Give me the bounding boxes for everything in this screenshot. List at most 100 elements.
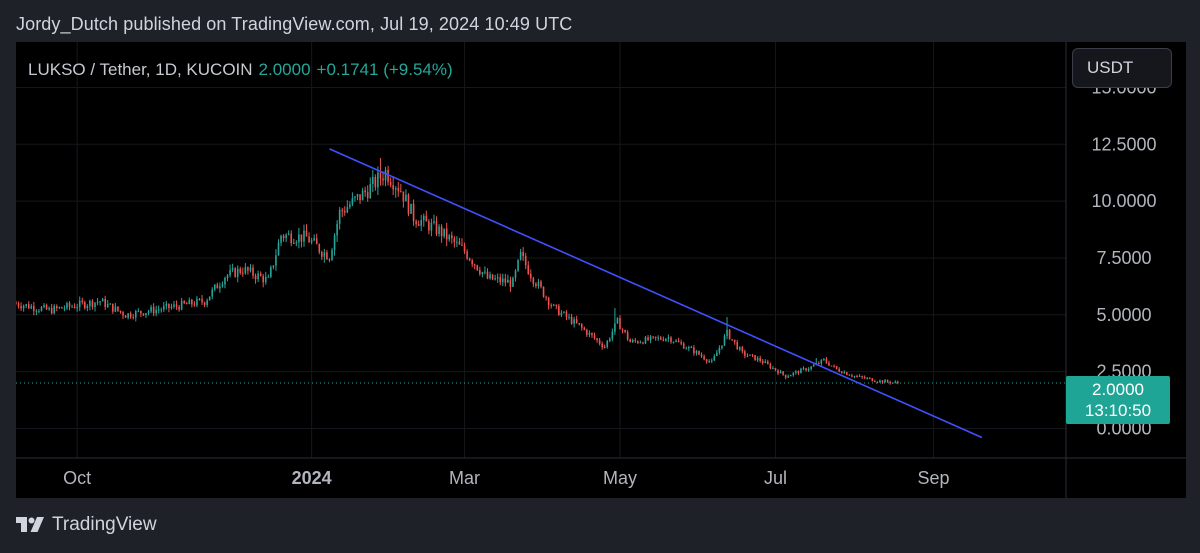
candle-body — [800, 368, 802, 374]
candle-body — [494, 278, 496, 280]
candle-body — [392, 185, 394, 190]
y-tick-label: 7.5000 — [1096, 248, 1151, 268]
candle-body — [863, 377, 866, 379]
candle-body — [16, 303, 17, 305]
currency-button[interactable]: USDT — [1072, 48, 1172, 88]
candle-body — [96, 302, 99, 304]
candle-body — [575, 319, 578, 324]
candle-body — [303, 230, 305, 242]
candle-body — [152, 307, 155, 314]
candle-body — [746, 355, 749, 357]
candle-body — [820, 359, 823, 364]
candle-body — [208, 296, 211, 301]
candle-body — [504, 278, 507, 283]
candle-body — [744, 351, 746, 356]
candle-body — [616, 317, 619, 324]
candle-body — [848, 374, 851, 376]
candle-body — [351, 197, 354, 205]
candle-body — [35, 310, 38, 312]
candle-body — [603, 346, 606, 348]
candle-body — [751, 354, 754, 356]
candle-body — [777, 370, 779, 374]
candle-body — [851, 375, 853, 377]
candle-body — [448, 235, 451, 240]
candle-body — [287, 233, 290, 235]
x-tick-label: Sep — [917, 468, 949, 488]
candle-body — [805, 368, 807, 371]
candle-body — [318, 244, 321, 253]
candle-body — [180, 300, 183, 310]
candle-body — [354, 196, 356, 198]
candle-body — [242, 272, 244, 274]
candle-body — [698, 351, 700, 355]
candle-body — [272, 265, 275, 268]
symbol-info: LUKSO / Tether, 1D, KUCOIN 2.0000 +0.1741 … — [28, 60, 453, 80]
candle-body — [522, 251, 524, 257]
candle-body — [27, 304, 30, 309]
candle-body — [275, 255, 277, 266]
candle-body — [672, 341, 675, 343]
price-tag-value: 2.0000 — [1092, 380, 1144, 399]
chart-pane[interactable]: 15.000012.500010.00007.50005.00002.50000… — [16, 42, 1186, 498]
candle-body — [700, 354, 703, 357]
candle-body — [94, 302, 96, 307]
candle-body — [463, 245, 466, 252]
candle-body — [817, 363, 820, 365]
downtrend-line — [329, 148, 983, 439]
candle-body — [104, 298, 106, 307]
candle-body — [670, 337, 672, 343]
candle-body — [797, 371, 800, 374]
candle-body — [795, 371, 797, 373]
candle-body — [481, 272, 484, 274]
candle-body — [611, 331, 614, 339]
time-axis: Oct 2024 Mar May Jul Sep — [63, 468, 949, 488]
candle-body — [473, 264, 476, 266]
candle-body — [84, 302, 86, 309]
candle-body — [718, 347, 721, 353]
candle-body — [326, 252, 328, 260]
currency-label: USDT — [1087, 58, 1134, 77]
candle-body — [835, 366, 838, 369]
candle-body — [239, 268, 242, 273]
candle-body — [802, 368, 805, 370]
candle-body — [540, 281, 542, 287]
candlestick-chart[interactable]: 15.000012.500010.00007.50005.00002.50000… — [16, 42, 1186, 498]
candle-body — [861, 375, 863, 378]
candle-body — [652, 336, 654, 338]
candle-body — [140, 310, 142, 314]
candle-body — [853, 376, 856, 378]
candle-body — [619, 317, 621, 330]
candle-body — [736, 341, 739, 350]
x-tick-label: Oct — [63, 468, 91, 488]
candle-body — [137, 310, 140, 312]
y-tick-label: 12.5000 — [1091, 134, 1156, 154]
candle-body — [257, 273, 259, 280]
candle-body — [639, 342, 642, 344]
candle-body — [270, 267, 272, 277]
y-tick-label: 10.0000 — [1091, 191, 1156, 211]
x-tick-label: 2024 — [292, 468, 332, 488]
candle-body — [160, 309, 163, 311]
candle-body — [407, 194, 410, 214]
candle-body — [496, 277, 499, 279]
candle-body — [560, 312, 563, 316]
candle-body — [512, 277, 514, 287]
candle-body — [593, 335, 596, 339]
candle-body — [397, 188, 400, 192]
candle-body — [124, 315, 127, 318]
candle-body — [547, 297, 550, 306]
candle-body — [30, 306, 33, 309]
brand-name: TradingView — [52, 514, 157, 535]
candle-body — [738, 347, 741, 350]
candle-body — [315, 238, 318, 245]
candle-body — [568, 316, 570, 318]
candle-body — [280, 235, 282, 243]
candle-body — [514, 270, 517, 278]
candle-body — [236, 268, 239, 277]
candle-body — [662, 339, 665, 341]
candle-body — [76, 307, 78, 309]
candle-body — [157, 309, 160, 311]
candle-body — [471, 260, 473, 265]
brand[interactable]: TradingView — [16, 514, 157, 536]
candle-body — [443, 228, 445, 237]
